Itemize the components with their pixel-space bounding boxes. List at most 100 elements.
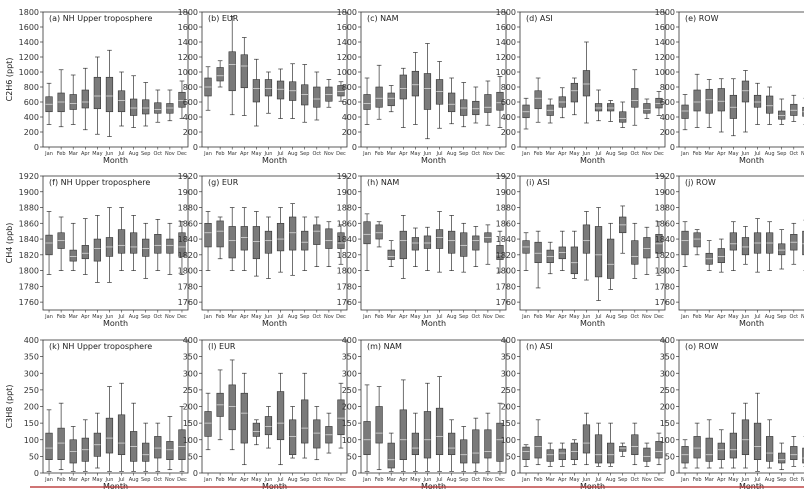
y-tick-label: 1000: [19, 68, 39, 77]
month-label: Oct: [312, 314, 321, 320]
box-mar: [387, 442, 395, 469]
box-may: [252, 79, 260, 103]
month-label: Feb: [693, 477, 702, 483]
month-label: Jan: [680, 151, 689, 157]
y-tick-label: 1800: [19, 8, 39, 17]
panel-frame: [519, 339, 666, 474]
y-tick-label: 300: [183, 369, 198, 378]
month-label: Jul: [118, 477, 125, 483]
month-label: Feb: [375, 477, 384, 483]
month-label: Jun: [105, 477, 114, 483]
month-label: Apr: [240, 477, 250, 483]
box-mar: [705, 437, 713, 462]
y-tick-label: 400: [660, 336, 675, 345]
y-tick-label: 0: [511, 143, 516, 152]
y-tick-label: 1860: [178, 219, 198, 228]
box-jun: [105, 417, 114, 454]
month-label: Oct: [312, 151, 321, 157]
box-sep: [142, 442, 150, 462]
y-tick-label: 400: [342, 113, 357, 122]
month-label: Apr: [240, 314, 250, 320]
y-tick-label: 150: [183, 419, 198, 428]
box-feb: [216, 67, 224, 82]
panel-title: (h) NAM: [367, 178, 399, 187]
month-label: Feb: [57, 477, 66, 483]
month-label: Mar: [68, 151, 78, 157]
box-jan: [204, 411, 212, 437]
y-tick-label: 200: [501, 403, 516, 412]
y-tick-label: 1800: [655, 267, 675, 276]
box-jan: [363, 221, 371, 245]
y-tick-label: 150: [501, 419, 516, 428]
month-label: Jul: [436, 477, 443, 483]
box-jan: [681, 104, 689, 119]
box-may: [411, 237, 419, 251]
box-jul: [276, 222, 285, 252]
box-dec: [496, 91, 504, 111]
y-tick-label: 1880: [496, 204, 516, 213]
y-tick-label: 200: [183, 128, 198, 137]
y-tick-label: 0: [670, 143, 675, 152]
box-aug: [607, 442, 615, 464]
box-dec: [337, 85, 345, 97]
y-tick-label: 0: [352, 143, 357, 152]
month-label: Jul: [436, 314, 443, 320]
y-tick-label: 1800: [337, 267, 357, 276]
month-label: Sep: [618, 151, 627, 157]
month-label: Aug: [288, 314, 298, 320]
box-feb: [693, 232, 701, 248]
panel-title: (c) NAM: [367, 14, 399, 23]
month-label: Aug: [129, 314, 139, 320]
box-aug: [289, 216, 297, 251]
y-tick-label: 1920: [496, 172, 516, 181]
y-tick-label: 100: [183, 436, 198, 445]
month-label: Dec: [336, 314, 346, 320]
y-tick-label: 1840: [19, 235, 39, 244]
box-apr: [399, 409, 407, 461]
panel-frame: [201, 339, 348, 474]
box-mar: [387, 92, 395, 107]
y-tick-label: 800: [501, 83, 516, 92]
month-label: Mar: [227, 151, 237, 157]
y-tick-label: 50: [29, 452, 39, 461]
y-tick-label: 0: [670, 469, 675, 478]
month-label: Dec: [654, 477, 664, 483]
month-label: Sep: [777, 151, 786, 157]
y-tick-label: 1880: [655, 204, 675, 213]
month-label: Jan: [521, 477, 530, 483]
y-tick-label: 400: [24, 113, 39, 122]
month-label: May: [410, 477, 420, 483]
month-label: May: [251, 314, 261, 320]
month-label: Apr: [399, 477, 409, 483]
y-tick-label: 1820: [178, 251, 198, 260]
month-label: Aug: [606, 477, 616, 483]
y-tick-label: 200: [660, 403, 675, 412]
y-tick-label: 1820: [496, 251, 516, 260]
y-tick-label: 300: [24, 369, 39, 378]
box-mar: [705, 88, 713, 114]
y-tick-label: 400: [660, 113, 675, 122]
month-label: Feb: [216, 477, 225, 483]
box-aug: [130, 232, 138, 254]
month-label: Sep: [141, 314, 150, 320]
month-label: Oct: [471, 314, 480, 320]
month-label: Sep: [777, 477, 786, 483]
month-label: Jun: [423, 151, 432, 157]
x-axis-label: Month: [262, 156, 287, 165]
y-tick-label: 1000: [337, 68, 357, 77]
panel-frame: [678, 175, 804, 311]
box-feb: [693, 436, 701, 459]
y-tick-label: 400: [501, 336, 516, 345]
month-label: Jul: [118, 314, 125, 320]
box-apr: [717, 442, 725, 461]
y-tick-label: 1900: [178, 188, 198, 197]
month-label: Jul: [754, 477, 761, 483]
month-label: May: [569, 477, 579, 483]
x-axis-label: Month: [739, 319, 764, 328]
month-label: Jan: [44, 314, 53, 320]
box-jun: [264, 79, 273, 97]
month-label: Jul: [436, 151, 443, 157]
box-jun: [741, 419, 750, 456]
box-sep: [142, 99, 150, 115]
